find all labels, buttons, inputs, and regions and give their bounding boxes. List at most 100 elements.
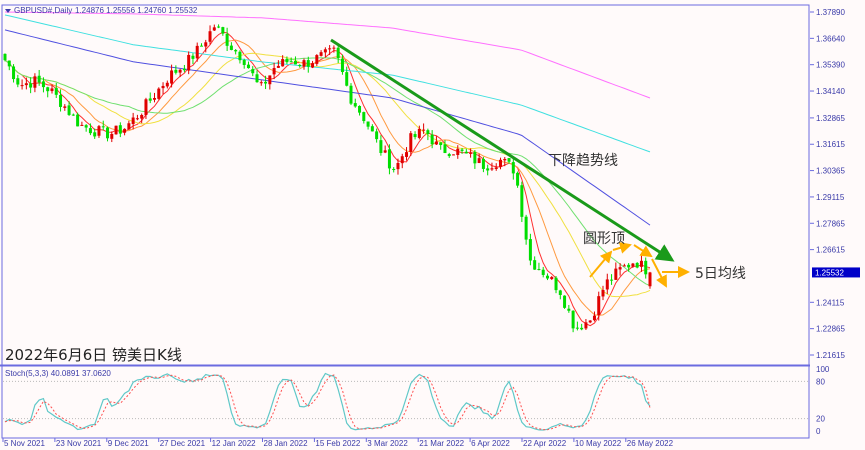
candle-body	[610, 279, 614, 281]
candle	[627, 263, 631, 272]
candle	[503, 157, 507, 167]
candle	[76, 112, 80, 127]
candle	[135, 114, 139, 121]
candle	[447, 152, 451, 158]
candle-body	[76, 114, 80, 127]
candle	[46, 86, 50, 98]
candle	[464, 148, 468, 154]
moving-average-line-2	[4, 39, 651, 316]
candle	[375, 128, 379, 143]
candle-body	[170, 70, 174, 84]
chart-title: 2022年6月6日 镑美日K线	[5, 346, 182, 364]
candle	[246, 61, 250, 69]
candle-body	[627, 264, 631, 268]
candle-body	[481, 158, 485, 169]
candle-body	[281, 59, 285, 67]
candle	[114, 125, 118, 135]
stochastic-panel[interactable]	[3, 372, 809, 431]
candle	[434, 136, 438, 146]
candle-body	[63, 106, 67, 108]
candle	[575, 321, 579, 331]
candle-body	[332, 47, 336, 49]
candle	[41, 77, 45, 93]
candle-body	[3, 53, 7, 61]
candle	[362, 111, 366, 124]
candle-body	[259, 82, 263, 84]
candle-body	[144, 99, 148, 115]
candle-body	[234, 50, 238, 52]
candle	[516, 171, 520, 188]
candle	[473, 150, 477, 169]
candle	[67, 101, 71, 116]
candle	[554, 275, 558, 294]
candle-body	[29, 83, 33, 88]
candle	[400, 153, 404, 169]
candle-body	[592, 315, 596, 321]
candle	[221, 26, 225, 36]
candle-body	[204, 42, 208, 47]
candle	[208, 25, 212, 45]
candle	[276, 60, 280, 69]
candle	[319, 50, 323, 57]
candle-body	[110, 133, 114, 139]
candle-body	[622, 265, 626, 267]
candle-body	[417, 128, 421, 138]
candle	[494, 163, 498, 171]
stoch-tick-label: 100	[816, 365, 830, 374]
candle-body	[528, 239, 532, 261]
stoch-label: Stoch(5,3,3) 40.0891 37.0620	[5, 369, 111, 378]
candle	[328, 45, 332, 56]
candle	[238, 50, 242, 64]
stoch-tick-label: 80	[816, 377, 825, 386]
candle	[272, 62, 276, 80]
candle-body	[212, 27, 216, 31]
date-tick-label: 22 Apr 2022	[523, 439, 567, 448]
symbol-label: GBPUSD#,Daily	[14, 6, 72, 15]
candle-body	[563, 295, 567, 308]
candle	[242, 58, 246, 69]
candle-body	[358, 105, 362, 113]
candle	[379, 135, 383, 156]
price-tick-label: 1.36640	[816, 34, 845, 43]
candle-body	[285, 58, 289, 63]
candle-body	[255, 74, 259, 83]
candle	[507, 158, 511, 164]
candle-body	[311, 63, 315, 68]
candle	[520, 181, 524, 222]
current-price-label: 1.25532	[815, 268, 844, 277]
candle-body	[37, 75, 41, 83]
dropdown-triangle-icon[interactable]	[5, 9, 11, 13]
candle-body	[409, 133, 413, 152]
ohlc-readout: 1.24876 1.25556 1.24760 1.25532	[75, 6, 198, 15]
candle-body	[639, 260, 643, 267]
candle-body	[567, 308, 571, 311]
candle-body	[118, 125, 122, 134]
candle	[3, 53, 7, 62]
candle	[101, 120, 105, 131]
candle-body	[486, 168, 490, 171]
candle	[644, 257, 648, 279]
candle	[631, 262, 635, 268]
candle-body	[511, 162, 515, 174]
price-panel[interactable]	[3, 11, 690, 333]
moving-average-line-1	[4, 31, 651, 327]
candle	[182, 64, 186, 73]
price-tick-label: 1.34140	[816, 87, 845, 96]
candle	[541, 266, 545, 278]
candle	[251, 66, 255, 77]
stoch-tick-label: 0	[816, 427, 821, 436]
candle-body	[67, 105, 71, 115]
candle	[88, 123, 92, 136]
candle	[498, 157, 502, 170]
candle-body	[452, 154, 456, 156]
candle-body	[498, 159, 502, 167]
annotation-arrow	[633, 244, 653, 258]
candle	[336, 46, 340, 64]
candle-body	[554, 277, 558, 291]
candle-body	[507, 158, 511, 162]
candle	[597, 291, 601, 321]
candle	[187, 51, 191, 75]
candle-body	[469, 152, 473, 154]
candle	[234, 49, 238, 55]
